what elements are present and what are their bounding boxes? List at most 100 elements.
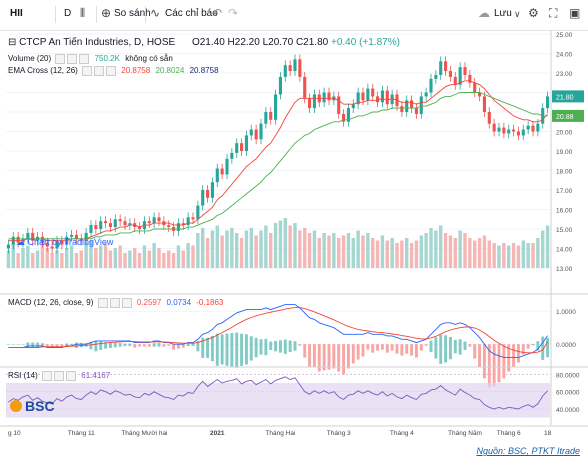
gear-icon[interactable]: ⚙ [528, 6, 539, 20]
last-price-label: 21.80 [556, 94, 574, 101]
candle-body [531, 125, 535, 132]
macd-histogram-bar [385, 344, 389, 353]
visibility-icon[interactable] [55, 54, 66, 64]
macd-histogram-bar [283, 339, 287, 354]
collapse-icon[interactable]: ⊟ [8, 37, 20, 48]
settings-icon[interactable] [54, 371, 65, 381]
save-button[interactable]: Lưu [494, 8, 512, 19]
redo-icon[interactable]: ↷ [228, 6, 239, 20]
interval-button[interactable]: D [64, 8, 72, 19]
candle-body [448, 71, 452, 77]
chevron-down-icon[interactable]: ∨ [514, 9, 521, 19]
volume-bar [69, 245, 74, 268]
candle-body [303, 76, 307, 99]
candle-style-icon[interactable]: ⫴ [80, 6, 86, 20]
close-icon[interactable] [79, 54, 90, 64]
ema-series [8, 80, 548, 242]
indicators-button[interactable]: Các chỉ báo [165, 8, 218, 19]
candle-body [55, 240, 59, 249]
fullscreen-icon[interactable]: ⛶ [549, 6, 558, 20]
volume-bar [541, 230, 545, 268]
macd-histogram-bar [502, 344, 506, 379]
volume-bar [6, 250, 11, 268]
volume-bar [254, 235, 258, 268]
volume-bar [181, 250, 185, 268]
volume-bar [201, 228, 205, 268]
macd-histogram-bar [55, 344, 59, 347]
volume-bar [264, 225, 268, 268]
candle-body [312, 94, 316, 109]
macd-histogram-bar [147, 344, 151, 347]
volume-bar [448, 235, 453, 268]
rsi-band [6, 383, 550, 418]
volume-bar [50, 253, 54, 268]
visibility-icon[interactable] [42, 371, 53, 381]
candle-body [463, 67, 467, 75]
signal-line [8, 307, 548, 354]
source-note: Nguồn: BSC, PTKT Itrade [476, 446, 580, 456]
price-axis-tick: 20.00 [556, 130, 573, 137]
settings-icon[interactable] [94, 66, 105, 76]
compare-icon[interactable]: ⊕ [101, 6, 112, 20]
compare-button[interactable]: So sánh [114, 8, 151, 19]
volume-bar [128, 250, 132, 268]
close-icon[interactable] [121, 298, 132, 308]
chart-canvas[interactable]: 25.0024.0023.0022.0021.0020.0019.0018.00… [0, 30, 588, 442]
macd-histogram-bar [269, 341, 273, 350]
macd-histogram-bar [215, 333, 219, 366]
volume-bar [390, 238, 394, 268]
candle-body [186, 217, 190, 226]
candle-body [235, 143, 239, 153]
price-axis-tick: 25.00 [556, 32, 573, 39]
close-icon[interactable] [66, 371, 77, 381]
candle-body [181, 223, 185, 226]
macd-histogram-bar [405, 344, 409, 354]
candle-body [516, 131, 520, 136]
volume-bar [196, 233, 200, 268]
indicators-icon[interactable]: ∿ [150, 6, 161, 20]
candle-body [147, 221, 151, 224]
camera-icon[interactable]: ▣ [569, 6, 581, 20]
macd-histogram-bar [419, 344, 423, 351]
volume-bar [337, 238, 341, 268]
candle-body [385, 90, 389, 105]
macd-histogram-bar [60, 344, 64, 347]
volume-bar [65, 248, 69, 268]
volume-bar [239, 238, 244, 268]
price-axis-tick: 17.00 [556, 188, 573, 195]
volume-legend: Volume (20) 750.2K không có sẵn [8, 54, 173, 64]
time-axis-tick: Tháng 4 [390, 430, 414, 437]
candle-body [244, 135, 248, 151]
volume-bar [293, 223, 297, 268]
tradingview-logo[interactable]: ☁ Chart by TradingView [16, 237, 113, 248]
close-icon[interactable] [106, 66, 117, 76]
macd-histogram-bar [274, 340, 278, 352]
candle-body [502, 127, 506, 134]
symbol-search[interactable]: HII [10, 8, 23, 19]
undo-icon[interactable]: ↶ [212, 6, 223, 20]
candle-body [50, 246, 54, 249]
candle-body [60, 240, 64, 245]
candle-body [473, 82, 477, 93]
macd-histogram-bar [74, 342, 78, 348]
chart-grid [6, 33, 550, 410]
settings-icon[interactable] [109, 298, 120, 308]
candle-body [371, 88, 375, 97]
settings-icon[interactable] [67, 54, 78, 64]
volume-bar [103, 243, 108, 268]
visibility-icon[interactable] [97, 298, 108, 308]
visibility-icon[interactable] [82, 66, 93, 76]
candle-body [497, 127, 501, 132]
time-axis-tick: Tháng 3 [327, 430, 351, 437]
volume-bar [278, 220, 283, 268]
volume-bar [332, 233, 336, 268]
macd-histogram-bar [473, 344, 477, 359]
candle-body [478, 92, 482, 97]
macd-histogram-bar [230, 332, 234, 368]
candle-body [487, 112, 491, 124]
candle-body [16, 236, 20, 243]
macd-histogram-bar [167, 344, 171, 346]
macd-histogram-bar [21, 344, 25, 345]
candle-body [356, 92, 360, 105]
volume-bar [171, 253, 176, 268]
